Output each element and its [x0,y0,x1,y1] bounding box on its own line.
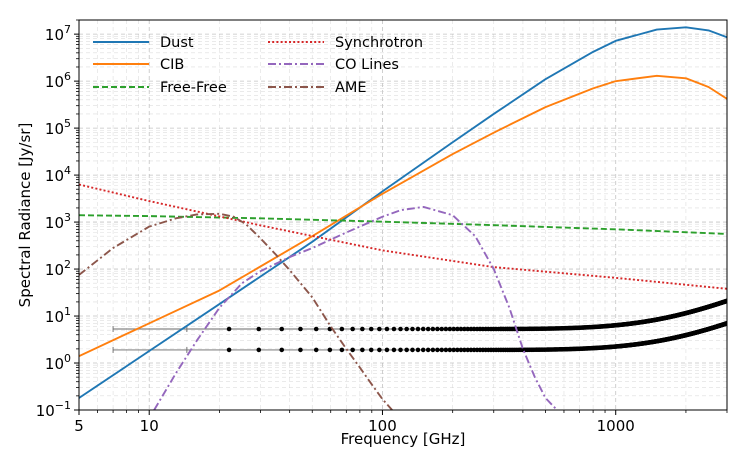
x-tick-label: 10 [140,417,159,435]
axis-ticks: 5 10 100 1000 10−1 100 101 102 103 104 105 106 107 [36,19,728,435]
sensitivity-marker [443,326,449,332]
x-tick-label: 5 [74,417,84,435]
sensitivity-marker [439,326,445,332]
y-tick-label: 10−1 [36,399,71,420]
sensitivity-marker [377,326,382,332]
sensitivity-marker [443,347,449,353]
sensitivity-marker [451,326,456,332]
sensitivity-marker [425,326,431,332]
sensitivity-marker [279,326,285,332]
sensitivity-marker [462,347,467,353]
sensitivity-curve-upper [112,298,727,332]
sensitivity-marker [447,347,453,353]
sensitivity-marker [410,347,415,353]
sensitivity-marker [256,347,262,353]
sensitivity-marker [350,326,355,332]
series-line-free-free [79,214,727,235]
legend-label: Free-Free [160,80,227,96]
x-tick-label: 100 [368,417,397,435]
series-line-ame [79,212,393,410]
sensitivity-marker [398,326,403,332]
sensitivity-marker [350,347,355,353]
sensitivity-marker [298,347,303,353]
sensitivity-marker [339,347,345,353]
sensitivity-marker [313,326,319,332]
sensitivity-marker [435,347,440,353]
sensitivity-curves [112,298,727,353]
y-axis-label: Spectral Radiance [Jy/sr] [16,123,34,308]
sensitivity-marker [226,347,232,353]
y-tick-label: 102 [45,258,71,279]
y-tick-label: 107 [45,23,71,44]
series-lines [79,26,727,410]
legend-label: Dust [160,35,194,51]
sensitivity-marker [339,326,345,332]
plot-frame [78,19,728,411]
sensitivity-marker [724,298,727,304]
sensitivity-marker [439,347,445,353]
sensitivity-marker [420,326,426,332]
y-tick-label: 104 [45,164,71,185]
sensitivity-marker [420,347,426,353]
sensitivity-marker [425,347,431,353]
grid [78,19,728,410]
sensitivity-marker [313,347,319,353]
sensitivity-marker [360,347,365,353]
sensitivity-marker [398,347,403,353]
y-tick-label: 101 [45,305,71,326]
sensitivity-marker [391,326,397,332]
sensitivity-marker [226,326,232,332]
sensitivity-marker [451,347,456,353]
sensitivity-marker [447,326,453,332]
sensitivity-marker [391,347,397,353]
x-axis-label: Frequency [GHz] [341,430,466,448]
sensitivity-curve-lower [112,321,727,353]
legend: Dust CIB Free-Free Synchrotron CO Lines AME [93,35,423,96]
sensitivity-marker [384,326,390,332]
sensitivity-marker [724,321,727,326]
sensitivity-marker [430,347,436,353]
sensitivity-marker [410,326,415,332]
sensitivity-marker [430,326,436,332]
sensitivity-marker [458,326,464,332]
sensitivity-marker [462,326,467,332]
legend-label: AME [335,80,367,96]
y-tick-label: 105 [45,117,71,138]
y-tick-label: 106 [45,70,71,91]
sensitivity-marker [377,347,382,353]
sensitivity-marker [435,326,440,332]
series-line-synchrotron [79,183,727,290]
sensitivity-marker [327,347,333,353]
sensitivity-marker [458,347,464,353]
legend-label: CO Lines [335,57,399,73]
sensitivity-marker [465,347,471,353]
y-tick-label: 103 [45,211,71,232]
sensitivity-marker [415,347,421,353]
x-tick-label: 1000 [597,417,635,435]
series-line-co-lines [153,205,558,410]
legend-label: Synchrotron [335,35,423,51]
sensitivity-marker [455,347,460,353]
sensitivity-marker [279,347,285,353]
sensitivity-marker [415,326,421,332]
sensitivity-marker [384,347,390,353]
sensitivity-marker [360,326,365,332]
series-line-cib [79,74,727,358]
sensitivity-marker [455,326,460,332]
sensitivity-marker [404,326,409,332]
sensitivity-marker [256,326,262,332]
y-tick-label: 100 [45,352,71,373]
sensitivity-marker [368,347,374,353]
legend-label: CIB [160,57,184,73]
series-line-dust [79,26,727,399]
sensitivity-marker [404,347,409,353]
sensitivity-marker [465,326,471,332]
sensitivity-marker [368,326,374,332]
sensitivity-marker [298,326,303,332]
